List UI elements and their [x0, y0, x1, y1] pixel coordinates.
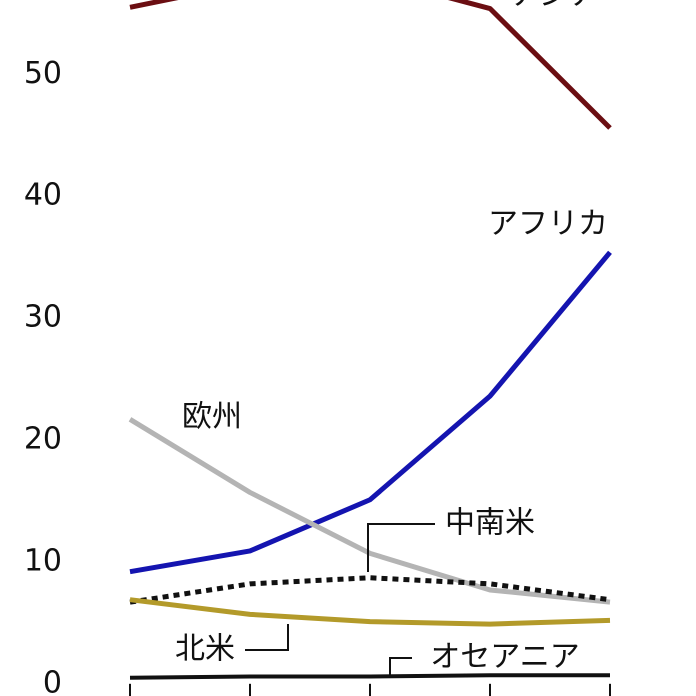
series-line: [129, 597, 611, 627]
series-label: オセアニア: [430, 640, 579, 675]
y-tick-label: 30: [24, 300, 62, 335]
series-line: [129, 575, 611, 605]
series-label: 中南米: [445, 506, 535, 541]
y-tick-label: 20: [24, 422, 62, 457]
series-label: 北米: [175, 632, 235, 667]
leader-line: [389, 657, 412, 676]
series-line: [128, 417, 611, 605]
y-tick-label: 0: [43, 665, 62, 696]
y-tick-label: 40: [24, 178, 62, 213]
series-label: アフリカ: [488, 207, 608, 242]
series-line: [129, 673, 610, 680]
series-label: アジア: [510, 0, 599, 13]
y-tick-label: 50: [24, 56, 62, 91]
series-label: 欧州: [182, 400, 242, 435]
leader-line: [245, 624, 289, 651]
y-tick-label: 10: [24, 543, 62, 578]
series-line: [129, 0, 612, 130]
series-line: [129, 250, 612, 575]
leader-line: [367, 523, 435, 572]
